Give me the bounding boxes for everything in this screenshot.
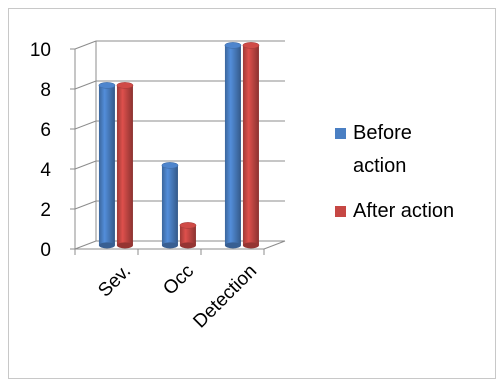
- y-tick-label: 2: [40, 200, 51, 221]
- bar-base: [242, 242, 259, 249]
- bar-cap: [98, 82, 116, 89]
- bar-Detection-After action: [242, 42, 260, 249]
- bar-body: [161, 165, 178, 246]
- bar-body: [242, 45, 259, 246]
- floor-edge: [263, 240, 286, 250]
- bar-base: [116, 242, 133, 249]
- y-tick-label: 10: [30, 40, 51, 61]
- legend-label: After action: [353, 200, 454, 222]
- bar-body: [116, 85, 133, 246]
- bar-cap: [242, 42, 260, 49]
- bar-cap: [116, 82, 134, 89]
- y-axis-ticks: 0 2 4 6 8 10: [30, 40, 75, 261]
- legend-swatch: [335, 206, 346, 217]
- bar-cap: [224, 42, 242, 49]
- bar-base: [224, 242, 241, 249]
- side-gridline: [74, 120, 97, 130]
- side-gridline: [74, 40, 97, 50]
- x-tick-label: Sev.: [94, 261, 135, 302]
- x-tick-label: Detection: [189, 261, 261, 333]
- x-tick-label: Occ: [159, 261, 198, 300]
- y-tick-label: 4: [40, 160, 51, 181]
- legend: Before action After action: [335, 122, 454, 222]
- legend-label: action: [353, 155, 406, 177]
- bar-Occ-Before action: [161, 162, 179, 249]
- side-gridline: [74, 80, 97, 90]
- bar-Detection-Before action: [224, 42, 242, 249]
- bar-body: [179, 225, 196, 246]
- side-gridline: [74, 240, 97, 250]
- legend-item: Before action: [335, 122, 412, 177]
- bar-cap: [179, 222, 197, 229]
- chart-frame: 0 2 4 6 8 10 Sev. Occ Detection Before action Aft…: [8, 8, 496, 379]
- bars: [98, 42, 260, 249]
- legend-label: Before: [353, 122, 412, 144]
- side-gridline: [74, 200, 97, 210]
- y-tick-label: 0: [40, 240, 51, 261]
- bar-Sev.-Before action: [98, 82, 116, 249]
- bar-base: [179, 242, 196, 249]
- bar-Occ-After action: [179, 222, 197, 249]
- y-tick-label: 6: [40, 120, 51, 141]
- bar-cap: [161, 162, 179, 169]
- bar-body: [224, 45, 241, 246]
- bar-base: [161, 242, 178, 249]
- bar-body: [98, 85, 115, 246]
- bar-base: [98, 242, 115, 249]
- y-tick-label: 8: [40, 80, 51, 101]
- bar-Sev.-After action: [116, 82, 134, 249]
- legend-item: After action: [335, 200, 454, 222]
- side-gridline: [74, 160, 97, 170]
- legend-swatch: [335, 128, 346, 139]
